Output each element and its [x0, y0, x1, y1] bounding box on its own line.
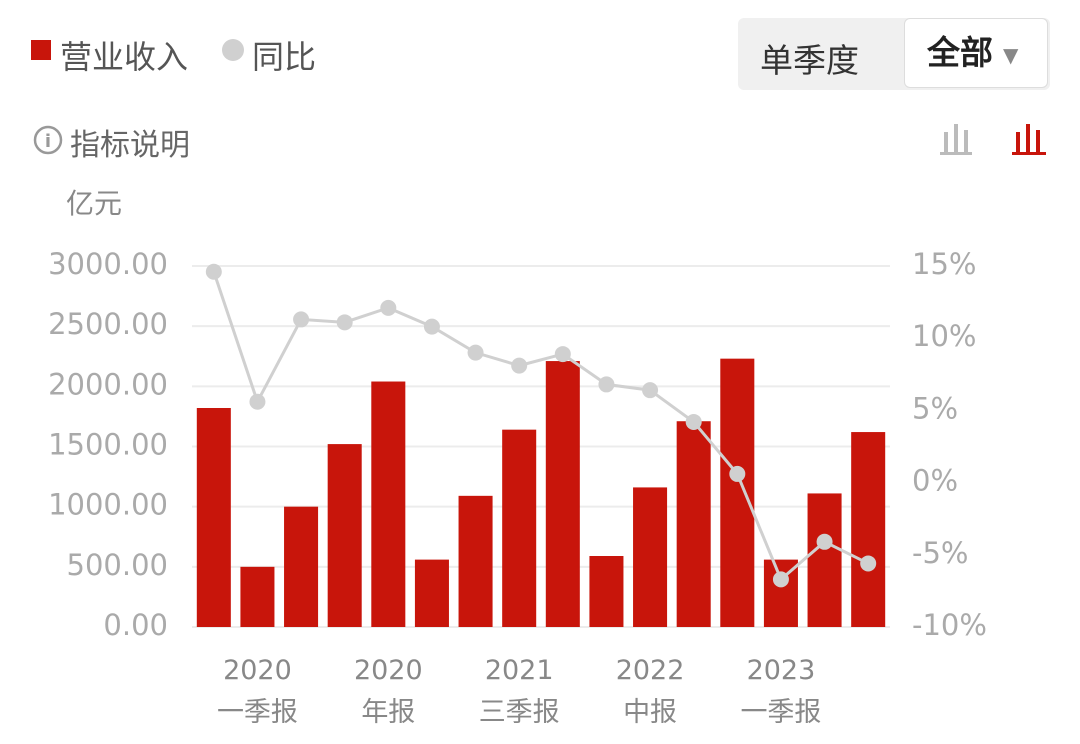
- bar: [720, 358, 755, 627]
- bar: [633, 487, 668, 627]
- tab[interactable]: 单季度: [760, 41, 859, 80]
- y2-tick-label: 15%: [912, 247, 976, 281]
- dropdown[interactable]: 全部 ▼: [904, 18, 1048, 88]
- line-point: [467, 344, 484, 361]
- line-point: [598, 376, 615, 393]
- y-tick-label: 1000.00: [48, 488, 168, 522]
- info-link[interactable]: 指标说明: [70, 128, 190, 163]
- bar: [851, 432, 886, 627]
- legend-label[interactable]: 同比: [252, 38, 317, 76]
- bar: [589, 556, 624, 627]
- y-tick-label: 0.00: [103, 608, 168, 642]
- bar: [371, 381, 406, 627]
- legend-swatch: [31, 40, 51, 60]
- y2-tick-label: -5%: [912, 536, 968, 570]
- x-tick-label: 2020 一季报: [216, 655, 298, 728]
- bar: [284, 506, 319, 627]
- bar: [807, 493, 842, 627]
- y2-tick-label: 0%: [912, 464, 958, 498]
- line-point: [249, 393, 266, 410]
- line-point: [685, 413, 702, 430]
- line-point: [380, 299, 397, 316]
- bar: [502, 429, 537, 627]
- line-point: [336, 314, 353, 331]
- bar: [676, 421, 711, 627]
- y-tick-label: 1500.00: [48, 428, 168, 462]
- info-icon[interactable]: [33, 125, 63, 155]
- dropdown-label: 全部: [927, 33, 993, 72]
- y-axis-unit: 亿元: [66, 187, 123, 220]
- line-point: [293, 311, 310, 328]
- x-tick-label: 2022 中报: [615, 655, 685, 728]
- bar-icon-active[interactable]: [1012, 124, 1046, 155]
- y2-tick-label: 10%: [912, 319, 976, 353]
- y-tick-label: 3000.00: [48, 247, 168, 281]
- dropdown-arrow: ▼: [1003, 42, 1019, 67]
- bar: [240, 566, 275, 627]
- bar: [327, 444, 362, 627]
- line-point: [772, 571, 789, 588]
- line-point: [860, 555, 877, 572]
- legend-label[interactable]: 营业收入: [60, 38, 189, 76]
- y-tick-label: 2500.00: [48, 307, 168, 341]
- line-point: [554, 346, 571, 363]
- info-icon-i: i: [45, 131, 51, 152]
- y2-tick-label: -10%: [912, 608, 987, 642]
- line-point: [729, 465, 746, 482]
- line-point: [423, 318, 440, 335]
- bar: [458, 495, 493, 627]
- line: [212, 271, 869, 582]
- bar: [414, 559, 449, 627]
- line-point: [816, 533, 833, 550]
- period-tabs: 单季度 全部 ▼: [738, 18, 1050, 90]
- bar: [196, 407, 231, 627]
- line-point: [205, 263, 222, 280]
- line-point: [511, 357, 528, 374]
- y2-tick-label: 5%: [912, 391, 958, 425]
- y-tick-label: 500.00: [67, 548, 168, 582]
- x-tick-label: 2020 年报: [353, 655, 423, 728]
- legend-swatch: [222, 39, 244, 61]
- x-tick-label: 2023 一季报: [740, 655, 822, 728]
- line-point: [642, 382, 659, 399]
- x-tick-label: 2021 三季报: [478, 655, 560, 728]
- y-tick-label: 2000.00: [48, 367, 168, 401]
- bar-icon[interactable]: [940, 124, 972, 155]
- bar: [545, 361, 580, 627]
